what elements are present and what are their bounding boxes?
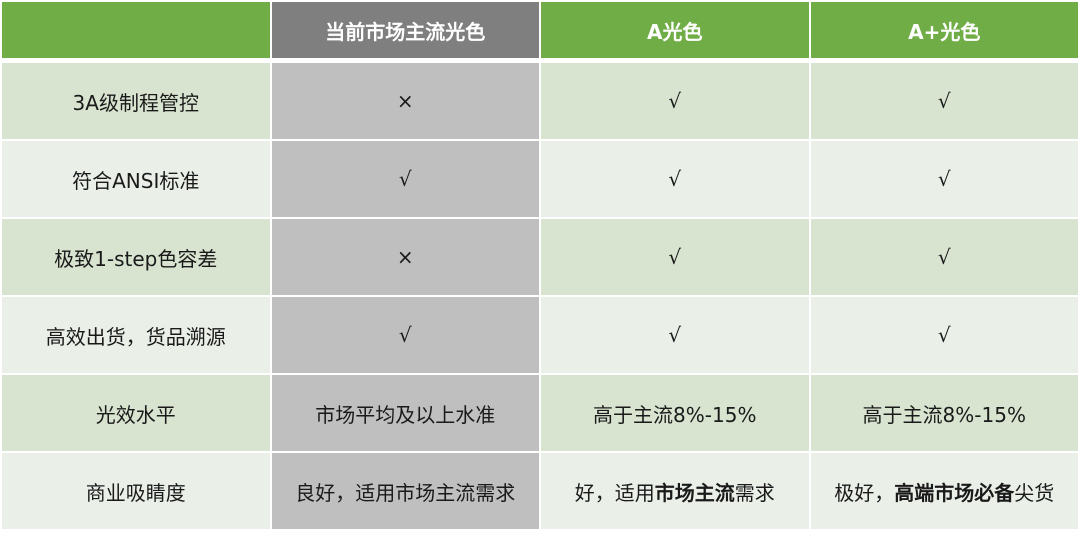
cell-text: √: [937, 89, 951, 113]
cell-mainstream: ×: [269, 59, 541, 141]
header-mainstream: 当前市场主流光色: [269, 0, 541, 63]
cell-text: √: [668, 167, 682, 191]
header-row: 当前市场主流光色 A光色 A+光色: [0, 0, 1080, 63]
cell-mainstream: √: [269, 295, 541, 375]
cell-mainstream: √: [269, 139, 541, 219]
cell-a: 高于主流8%-15%: [539, 373, 811, 453]
cell-a-plus: √: [808, 139, 1080, 219]
cell-text-suffix: 尖货: [1014, 480, 1055, 505]
cell-a-plus: 高于主流8%-15%: [808, 373, 1080, 453]
cell-text-suffix: 需求: [734, 480, 775, 505]
cell-a-plus: √: [808, 217, 1080, 297]
cell-a: √: [539, 139, 811, 219]
header-a: A光色: [539, 0, 811, 63]
cell-text: 市场平均及以上水准: [315, 402, 496, 427]
cell-text: 高于主流8%-15%: [862, 402, 1026, 427]
cell-text: √: [668, 89, 682, 113]
row-label: 3A级制程管控: [0, 59, 272, 141]
table-row: 商业吸睛度 良好，适用市场主流需求 好，适用市场主流需求 极好，高端市场必备尖货: [0, 451, 1080, 531]
table-row: 极致1-step色容差 × √ √: [0, 217, 1080, 297]
header-empty: [0, 0, 272, 63]
cell-text: ×: [396, 245, 414, 269]
cell-a: √: [539, 217, 811, 297]
cell-text: √: [937, 323, 951, 347]
cell-text: √: [937, 167, 951, 191]
cell-a-plus: √: [808, 59, 1080, 141]
cell-a: 好，适用市场主流需求: [539, 451, 811, 531]
row-label: 极致1-step色容差: [0, 217, 272, 297]
cell-mainstream: 市场平均及以上水准: [269, 373, 541, 453]
cell-text: 良好，适用市场主流需求: [295, 480, 516, 505]
cell-text: ×: [396, 89, 414, 113]
cell-text: √: [398, 323, 412, 347]
row-label: 商业吸睛度: [0, 451, 272, 531]
table-row: 3A级制程管控 × √ √: [0, 59, 1080, 141]
row-label: 符合ANSI标准: [0, 139, 272, 219]
cell-text: 高于主流8%-15%: [593, 402, 757, 427]
cell-text: √: [668, 245, 682, 269]
table-row: 高效出货，货品溯源 √ √ √: [0, 295, 1080, 375]
cell-text: √: [668, 323, 682, 347]
cell-mainstream: ×: [269, 217, 541, 297]
table-row: 光效水平 市场平均及以上水准 高于主流8%-15% 高于主流8%-15%: [0, 373, 1080, 453]
cell-text: 好，适用: [574, 480, 655, 505]
cell-text: 极好，: [834, 480, 895, 505]
cell-bold-text: 市场主流: [654, 480, 735, 505]
header-a-plus: A+光色: [808, 0, 1080, 63]
cell-text: √: [398, 167, 412, 191]
cell-a-plus: 极好，高端市场必备尖货: [808, 451, 1080, 531]
cell-a-plus: √: [808, 295, 1080, 375]
row-label: 高效出货，货品溯源: [0, 295, 272, 375]
cell-mainstream: 良好，适用市场主流需求: [269, 451, 541, 531]
cell-a: √: [539, 295, 811, 375]
cell-bold-text: 高端市场必备: [894, 480, 1015, 505]
table-row: 符合ANSI标准 √ √ √: [0, 139, 1080, 219]
cell-a: √: [539, 59, 811, 141]
row-label: 光效水平: [0, 373, 272, 453]
cell-text: √: [937, 245, 951, 269]
